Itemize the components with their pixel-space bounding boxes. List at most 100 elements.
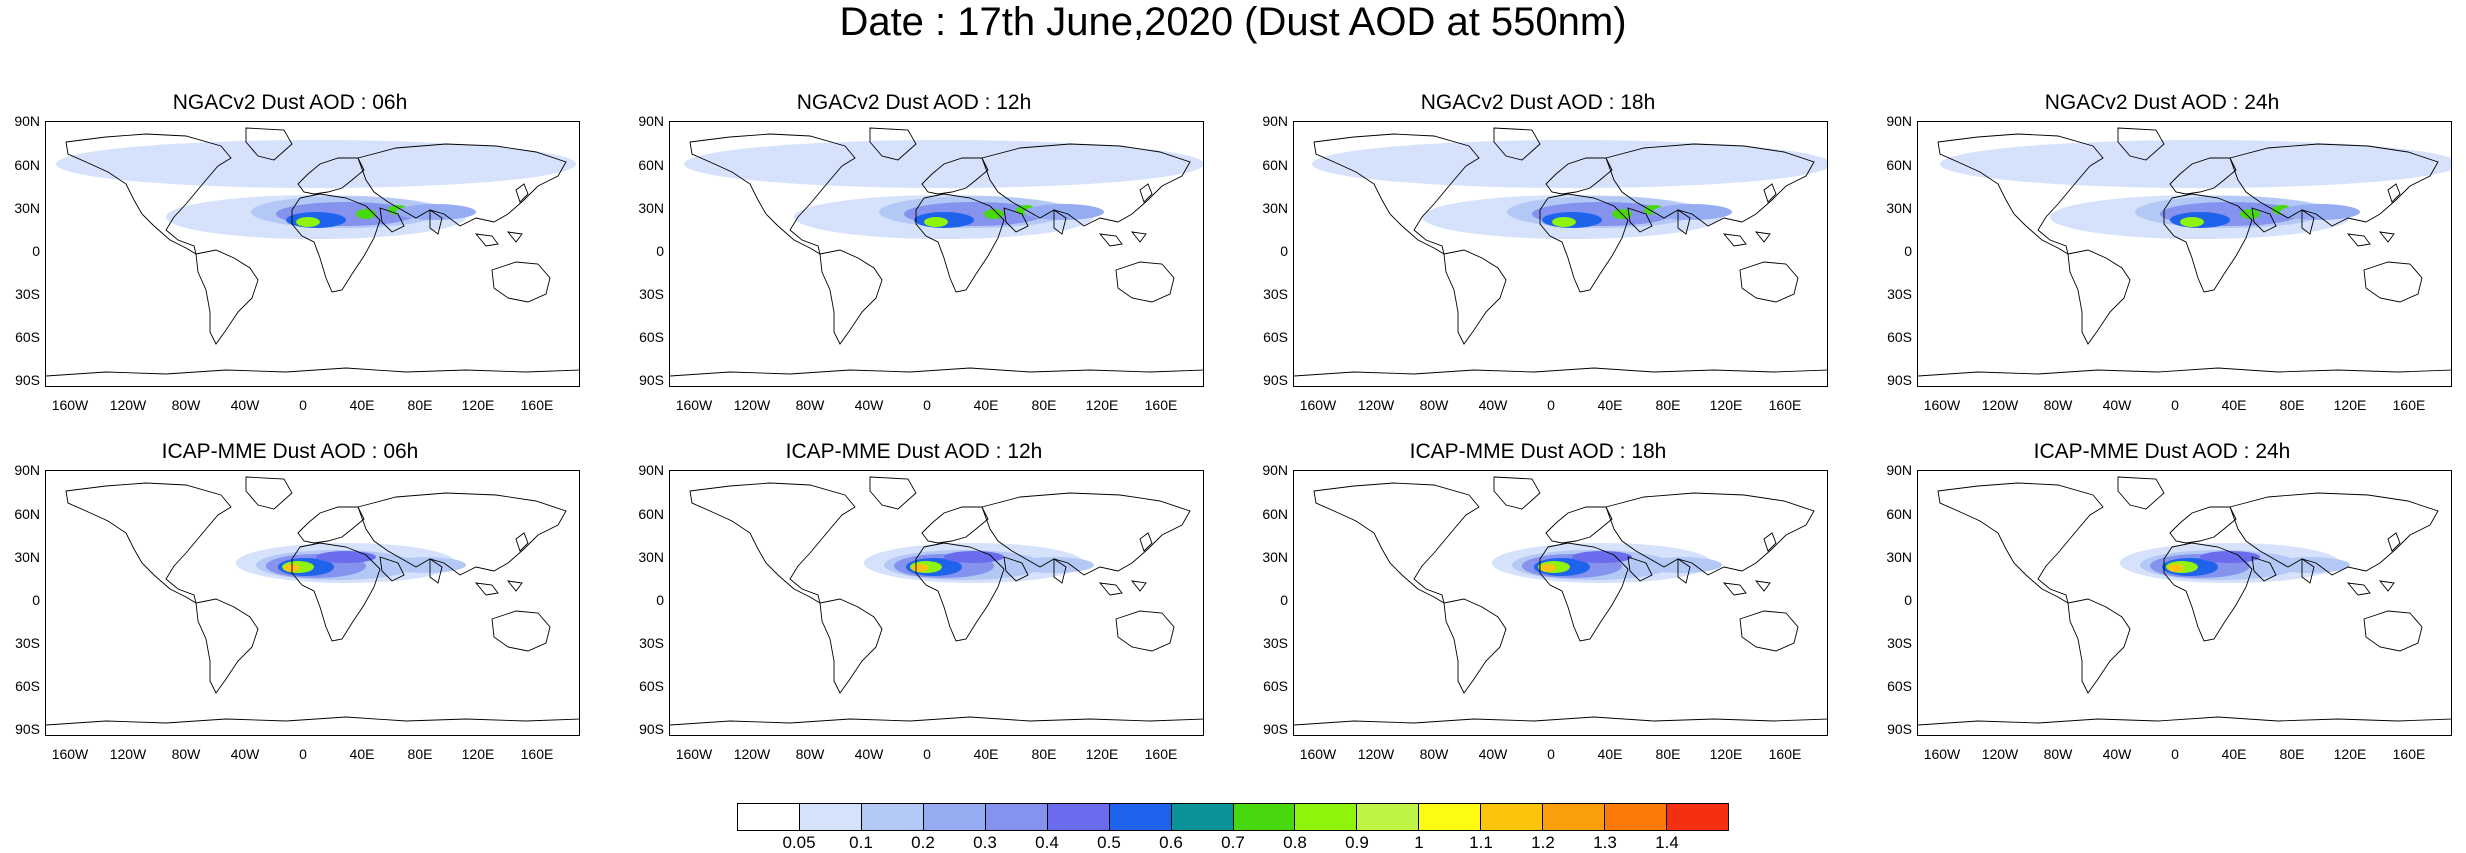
colorbar-swatch [1481, 804, 1544, 830]
lat-tick-label: 30N [14, 549, 40, 565]
colorbar-level-label: 0.5 [1097, 833, 1121, 852]
lon-tick-label: 0 [1547, 397, 1555, 413]
lat-tick-label: 60N [14, 157, 40, 173]
lon-tick-label: 120W [1357, 746, 1395, 762]
lon-tick-label: 160W [675, 397, 713, 413]
lon-tick-label: 160E [1144, 746, 1178, 762]
dust-region-1 [1940, 140, 2451, 188]
lon-tick-label: 40E [1597, 746, 1623, 762]
map-panel-3: NGACv2 Dust AOD : 18h [1248, 91, 1828, 421]
lon-tick-label: 40E [349, 746, 375, 762]
panel-title: ICAP-MME Dust AOD : 24h [2033, 440, 2291, 463]
lat-tick-label: 90S [1263, 372, 1288, 388]
lon-tick-label: 40W [1478, 397, 1508, 413]
dust-aod-field [1312, 140, 1827, 239]
lon-tick-label: 40W [2102, 746, 2132, 762]
lon-tick-label: 160E [1768, 397, 1802, 413]
lat-tick-label: 60S [639, 329, 664, 345]
lon-tick-label: 120W [733, 397, 771, 413]
dust-region-6 [296, 217, 320, 227]
lon-tick-label: 120W [109, 746, 147, 762]
lat-tick-label: 30N [14, 200, 40, 216]
lon-tick-label: 80E [1655, 746, 1681, 762]
lon-tick-label: 40E [973, 746, 999, 762]
lon-tick-label: 0 [299, 746, 307, 762]
lat-tick-label: 30S [1887, 286, 1912, 302]
lon-tick-label: 80W [171, 397, 201, 413]
colorbar-level-label: 0.7 [1221, 833, 1245, 852]
lat-tick-label: 30S [639, 286, 664, 302]
dust-region-6 [2180, 217, 2204, 227]
lat-tick-label: 60S [639, 678, 664, 694]
lon-tick-label: 160E [520, 746, 554, 762]
lon-tick-label: 80W [171, 746, 201, 762]
lat-tick-label: 90N [1886, 462, 1912, 478]
lat-tick-label: 60S [15, 678, 40, 694]
lon-tick-label: 160W [51, 746, 89, 762]
lon-tick-label: 160W [1923, 397, 1961, 413]
lon-tick-label: 120W [1357, 397, 1395, 413]
lat-tick-label: 30N [1886, 200, 1912, 216]
map-frame [669, 121, 1204, 387]
lat-tick-label: 0 [32, 592, 40, 608]
lat-tick-label: 60S [1263, 329, 1288, 345]
world-map [670, 476, 1203, 726]
lon-tick-label: 40E [349, 397, 375, 413]
coastlines [1918, 127, 2451, 377]
lon-tick-label: 160E [2392, 746, 2426, 762]
lon-tick-label: 40E [973, 397, 999, 413]
lon-tick-label: 120E [1085, 746, 1119, 762]
world-map [1294, 127, 1827, 377]
panel-title: NGACv2 Dust AOD : 06h [172, 91, 408, 114]
lat-tick-label: 60S [1887, 329, 1912, 345]
lon-tick-label: 160W [1299, 397, 1337, 413]
dust-region-7 [1572, 551, 1632, 563]
lon-tick-label: 80W [2043, 397, 2073, 413]
lat-tick-label: 90S [639, 372, 664, 388]
lat-tick-label: 90S [1887, 372, 1912, 388]
lon-tick-label: 80E [1031, 397, 1057, 413]
world-map [1918, 127, 2451, 377]
dust-region-7 [2240, 209, 2260, 219]
lat-tick-label: 60S [1263, 678, 1288, 694]
colorbar-level-label: 1.2 [1531, 833, 1555, 852]
lat-tick-label: 90N [1886, 113, 1912, 129]
lat-tick-label: 90S [1263, 721, 1288, 737]
lon-tick-label: 80E [407, 746, 433, 762]
lon-tick-label: 0 [299, 397, 307, 413]
lon-tick-label: 80W [1419, 746, 1449, 762]
lon-tick-label: 0 [2171, 397, 2179, 413]
lat-tick-label: 30S [15, 286, 40, 302]
lat-tick-label: 0 [1904, 592, 1912, 608]
colorbar-swatch [1543, 804, 1606, 830]
coastlines [670, 127, 1203, 377]
dust-region-6 [2168, 564, 2184, 572]
coastlines [46, 127, 579, 377]
lat-tick-label: 30N [1886, 549, 1912, 565]
lon-tick-label: 80E [1655, 397, 1681, 413]
lat-tick-label: 30N [638, 200, 664, 216]
map-panel-4: NGACv2 Dust AOD : 24h [1872, 91, 2452, 421]
colorbar-level-label: 0.3 [973, 833, 997, 852]
lon-tick-label: 80W [795, 746, 825, 762]
dust-region-8 [1642, 557, 1722, 573]
lon-tick-label: 160W [51, 397, 89, 413]
lon-tick-label: 160E [1144, 397, 1178, 413]
coastlines [1294, 127, 1827, 377]
colorbar-swatch [1357, 804, 1420, 830]
lat-tick-label: 30S [639, 635, 664, 651]
lat-tick-label: 0 [656, 592, 664, 608]
dust-region-6 [1552, 217, 1576, 227]
lon-tick-label: 40E [2221, 746, 2247, 762]
lat-tick-label: 30S [1263, 635, 1288, 651]
colorbar-level-label: 1.4 [1655, 833, 1679, 852]
lon-tick-label: 160W [1923, 746, 1961, 762]
colorbar-level-label: 0.8 [1283, 833, 1307, 852]
lon-tick-label: 120W [1981, 397, 2019, 413]
map-frame [45, 470, 580, 736]
world-map [670, 127, 1203, 377]
lon-tick-label: 80E [1031, 746, 1057, 762]
world-map [46, 476, 579, 726]
dust-aod-field [2120, 543, 2350, 583]
colorbar-swatch [985, 804, 1048, 830]
